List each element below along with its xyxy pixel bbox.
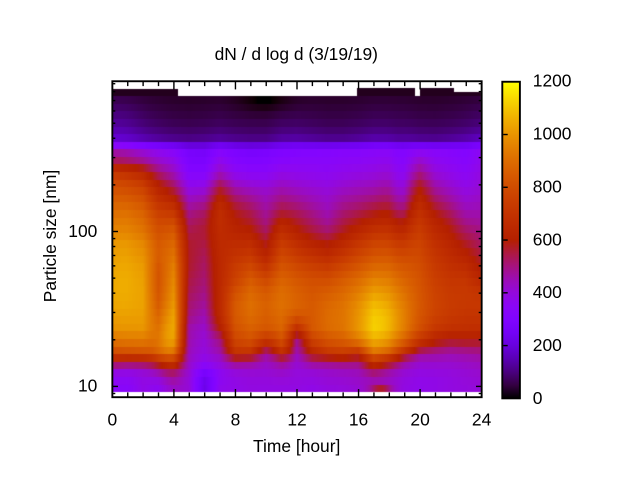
svg-text:0: 0 xyxy=(107,410,117,430)
svg-text:dN / d log d (3/19/19): dN / d log d (3/19/19) xyxy=(215,44,378,64)
svg-text:12: 12 xyxy=(287,410,306,430)
svg-text:1000: 1000 xyxy=(533,123,572,143)
svg-text:600: 600 xyxy=(533,229,562,249)
svg-text:Time [hour]: Time [hour] xyxy=(253,436,340,456)
svg-text:24: 24 xyxy=(472,410,492,430)
svg-text:400: 400 xyxy=(533,282,562,302)
svg-text:800: 800 xyxy=(533,176,562,196)
svg-text:200: 200 xyxy=(533,335,562,355)
svg-text:4: 4 xyxy=(169,410,179,430)
svg-text:20: 20 xyxy=(410,410,429,430)
svg-text:0: 0 xyxy=(533,388,543,408)
svg-text:8: 8 xyxy=(231,410,241,430)
svg-text:Particle size [nm]: Particle size [nm] xyxy=(40,170,60,302)
svg-text:10: 10 xyxy=(78,376,97,396)
svg-text:16: 16 xyxy=(349,410,368,430)
svg-text:100: 100 xyxy=(68,221,97,241)
svg-text:1200: 1200 xyxy=(533,71,572,91)
